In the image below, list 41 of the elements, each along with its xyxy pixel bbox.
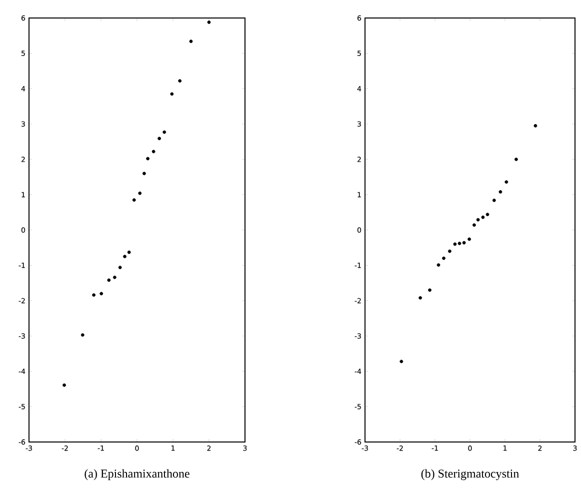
point [162, 130, 166, 134]
point [207, 20, 211, 24]
point [400, 360, 404, 364]
point [534, 124, 538, 128]
point [442, 256, 446, 260]
point [80, 333, 84, 337]
point [107, 278, 111, 282]
point [453, 242, 457, 246]
point [132, 198, 136, 202]
point [146, 156, 150, 160]
point [492, 198, 496, 202]
point [158, 136, 162, 140]
point [418, 296, 422, 300]
point [152, 150, 156, 154]
point [448, 250, 452, 253]
point [486, 212, 490, 216]
point [472, 223, 476, 227]
point [189, 40, 193, 44]
point [458, 242, 462, 246]
point [498, 190, 502, 194]
point [62, 383, 66, 387]
point [468, 237, 471, 241]
text: (b) Sterigmatocystin [421, 469, 519, 480]
point [100, 292, 104, 296]
point [514, 158, 518, 162]
point [481, 216, 485, 219]
point [462, 241, 466, 244]
point [436, 263, 440, 267]
point [123, 254, 126, 258]
point [138, 192, 142, 195]
point [127, 250, 131, 254]
point [504, 180, 508, 184]
point [170, 92, 174, 96]
point [118, 266, 122, 270]
point [112, 276, 116, 280]
point [428, 288, 432, 292]
point [178, 79, 182, 83]
text: (a) Epishamixanthone [84, 469, 190, 480]
point [92, 293, 96, 297]
point [476, 218, 480, 222]
point [142, 172, 146, 176]
